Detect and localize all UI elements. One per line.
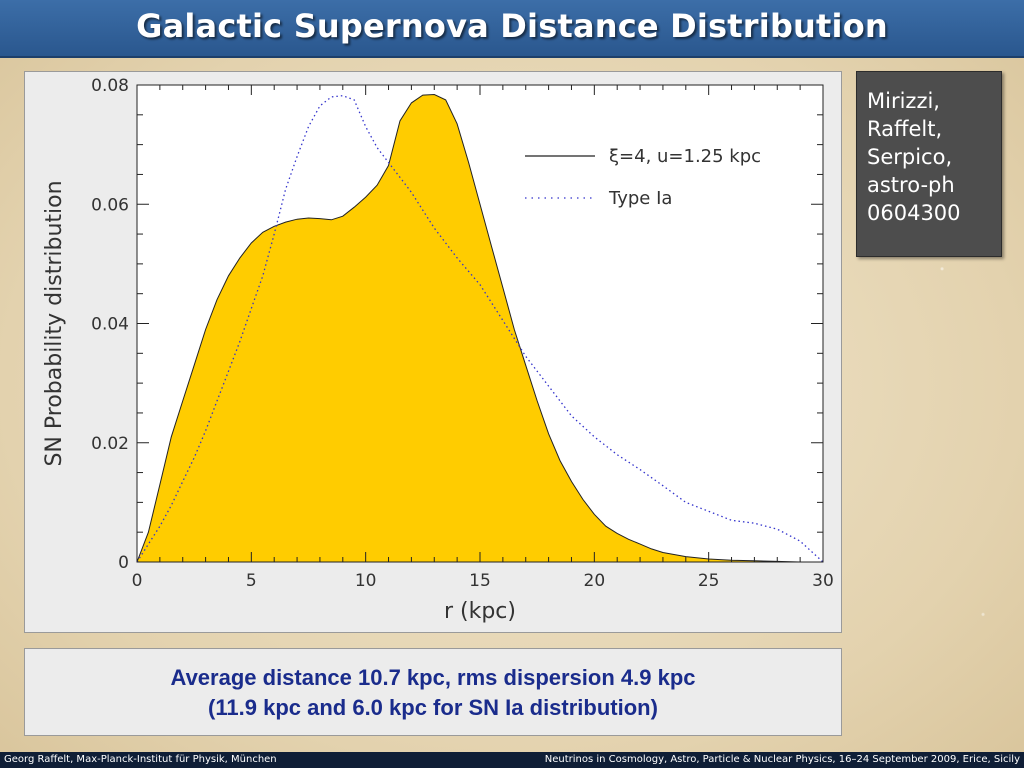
distribution-chart: 0 5 10 15 20 25 30 0 0.02 0.04 0.06 0.08 r (kpc) SN P…	[42, 76, 834, 624]
y-tick-label: 0.02	[91, 434, 129, 454]
summary-line-2: (11.9 kpc and 6.0 kpc for SN Ia distribu…	[208, 695, 658, 720]
y-tick-label: 0.08	[91, 76, 129, 96]
legend-label-dotted: Type Ia	[608, 188, 672, 209]
title-bar: Galactic Supernova Distance Distribution	[0, 0, 1024, 58]
x-tick-label: 15	[469, 571, 491, 591]
x-tick-label: 20	[584, 571, 606, 591]
y-tick-label: 0	[118, 553, 129, 573]
summary-box: Average distance 10.7 kpc, rms dispersio…	[24, 648, 842, 736]
reference-line: Raffelt,	[867, 117, 943, 141]
summary-line-1: Average distance 10.7 kpc, rms dispersio…	[170, 665, 696, 690]
slide-title: Galactic Supernova Distance Distribution	[136, 7, 888, 45]
reference-line: Serpico,	[867, 145, 953, 169]
reference-line: Mirizzi,	[867, 89, 940, 113]
footer-author: Georg Raffelt, Max-Planck-Institut für P…	[4, 754, 277, 765]
reference-line: astro-ph	[867, 173, 955, 197]
series-line-dotted	[136, 95, 824, 563]
x-tick-label: 5	[246, 571, 257, 591]
x-tick-label: 0	[132, 571, 143, 591]
chart-panel: 0 5 10 15 20 25 30 0 0.02 0.04 0.06 0.08 r (kpc) SN P…	[24, 71, 842, 633]
reference-line: 0604300	[867, 201, 961, 225]
reference-box: Mirizzi, Raffelt, Serpico, astro-ph 0604…	[856, 71, 1002, 257]
footer-event: Neutrinos in Cosmology, Astro, Particle …	[544, 754, 1020, 765]
y-axis-label: SN Probability distribution	[42, 180, 67, 466]
x-tick-label: 30	[812, 571, 834, 591]
y-tick-label: 0.04	[91, 315, 129, 335]
x-tick-label: 25	[698, 571, 720, 591]
series-fill-area	[137, 94, 823, 562]
legend-label-solid: ξ=4, u=1.25 kpc	[609, 146, 761, 167]
x-tick-label: 10	[355, 571, 377, 591]
footer: Georg Raffelt, Max-Planck-Institut für P…	[0, 752, 1024, 768]
series-line-solid	[136, 93, 823, 563]
x-axis-label: r (kpc)	[444, 599, 516, 624]
y-tick-label: 0.06	[91, 195, 129, 215]
